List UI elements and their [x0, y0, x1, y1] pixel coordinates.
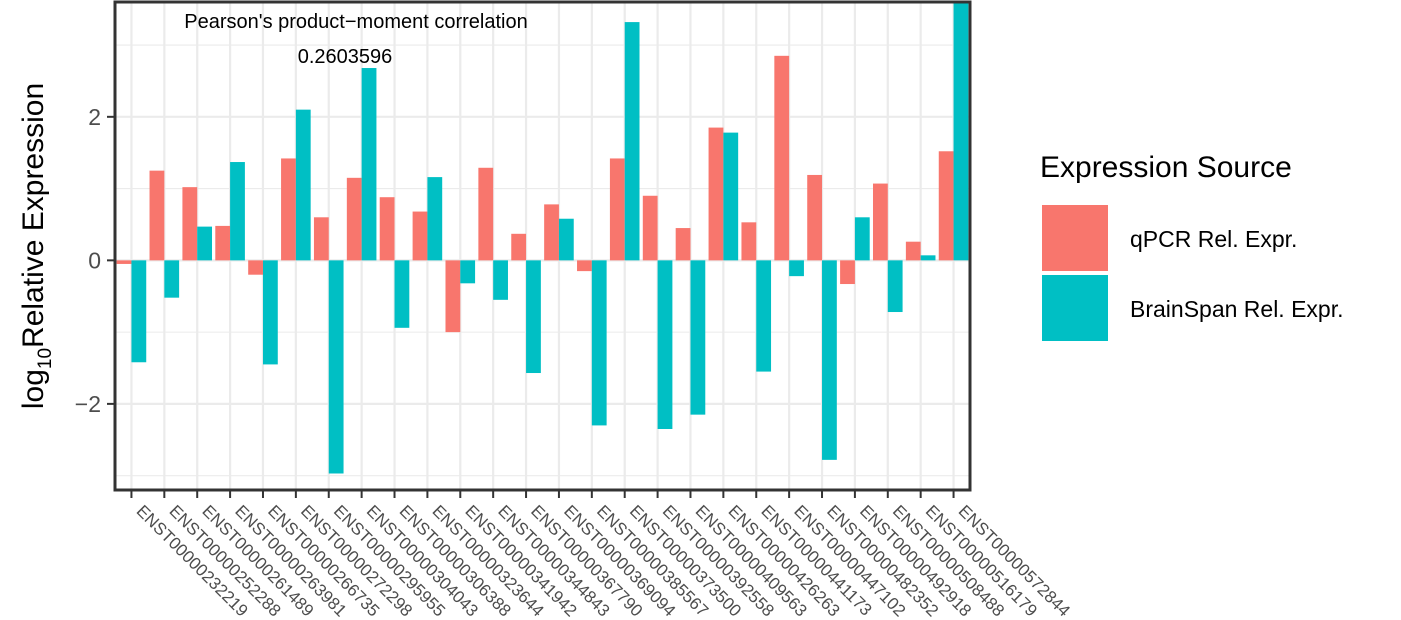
bar-qpcr-ENST00000516179: [905, 241, 921, 261]
bar-qpcr-ENST00000252288: [149, 170, 165, 261]
bar-brainspan-ENST00000492918: [854, 217, 870, 261]
legend-label-qpcr: qPCR Rel. Expr.: [1130, 226, 1297, 252]
bar-qpcr-ENST00000492918: [840, 260, 855, 285]
panel-border: [113, 0, 972, 492]
correlation-annotation-value: 0.2603596: [298, 46, 393, 68]
bars-layer: [116, 2, 969, 474]
bar-brainspan-ENST00000306388: [394, 260, 410, 328]
bar-brainspan-ENST00000508488: [887, 260, 903, 313]
bar-brainspan-ENST00000369094: [558, 218, 574, 261]
bar-brainspan-ENST00000572844: [953, 2, 969, 261]
bar-qpcr-ENST00000409563: [675, 228, 691, 261]
bar-brainspan-ENST00000441173: [756, 260, 772, 372]
bar-brainspan-ENST00000426263: [723, 132, 739, 261]
y-tick-label: 0: [88, 247, 101, 273]
bar-brainspan-ENST00000272298: [295, 109, 311, 261]
bar-qpcr-ENST00000341942: [445, 260, 461, 333]
bar-qpcr-ENST00000344843: [478, 167, 494, 261]
bar-brainspan-ENST00000385567: [591, 260, 607, 426]
bar-brainspan-ENST00000252288: [164, 260, 180, 298]
bar-brainspan-ENST00000295955: [328, 260, 344, 474]
bar-brainspan-ENST00000261489: [197, 226, 213, 261]
bar-qpcr-ENST00000441173: [741, 222, 757, 261]
bar-brainspan-ENST00000323644: [427, 177, 443, 261]
y-axis: −2 0 2: [75, 104, 115, 417]
bar-qpcr-ENST00000392558: [642, 195, 658, 261]
y-axis-label-main: Relative Expression: [17, 83, 50, 348]
bar-qpcr-ENST00000263981: [215, 225, 231, 261]
bar-qpcr-ENST00000373500: [609, 158, 625, 261]
bar-qpcr-ENST00000369094: [544, 204, 559, 261]
bar-qpcr-ENST00000367790: [511, 233, 527, 261]
bar-qpcr-ENST00000482352: [807, 174, 823, 261]
bar-qpcr-ENST00000266735: [248, 260, 263, 275]
y-axis-label-log: log: [17, 369, 50, 409]
legend-key-brainspan: [1042, 275, 1108, 341]
bar-qpcr-ENST00000572844: [938, 151, 954, 261]
bar-brainspan-ENST00000232219: [131, 260, 147, 363]
bar-brainspan-ENST00000409563: [690, 260, 706, 415]
bar-qpcr-ENST00000295955: [313, 217, 329, 261]
bar-qpcr-ENST00000426263: [708, 127, 724, 261]
bar-qpcr-ENST00000232219: [116, 260, 132, 264]
bar-qpcr-ENST00000304043: [346, 177, 362, 261]
bar-qpcr-ENST00000323644: [412, 211, 428, 261]
bar-brainspan-ENST00000341942: [460, 260, 476, 284]
bar-qpcr-ENST00000385567: [577, 260, 592, 272]
legend: Expression Source qPCR Rel. Expr. BrainS…: [1040, 151, 1344, 341]
x-axis: ENST00000232219ENST00000252288ENST000002…: [130, 490, 1074, 620]
bar-brainspan-ENST00000392558: [657, 260, 673, 429]
bar-brainspan-ENST00000373500: [624, 22, 640, 261]
bar-brainspan-ENST00000447102: [789, 260, 804, 277]
bar-qpcr-ENST00000261489: [182, 187, 198, 261]
bar-brainspan-ENST00000263981: [230, 162, 245, 261]
legend-title: Expression Source: [1040, 151, 1292, 184]
bar-qpcr-ENST00000508488: [872, 183, 888, 261]
y-tick-label: 2: [88, 104, 101, 130]
bar-qpcr-ENST00000306388: [379, 197, 395, 261]
bar-brainspan-ENST00000367790: [526, 260, 541, 374]
bar-brainspan-ENST00000482352: [822, 260, 837, 460]
bar-brainspan-ENST00000266735: [262, 260, 278, 365]
y-axis-label: log10Relative Expression: [17, 83, 56, 409]
bar-brainspan-ENST00000304043: [361, 68, 377, 261]
legend-label-brainspan: BrainSpan Rel. Expr.: [1130, 296, 1344, 322]
y-tick-label: −2: [75, 391, 101, 417]
bar-qpcr-ENST00000272298: [281, 158, 296, 261]
legend-key-qpcr: [1042, 205, 1108, 271]
correlation-annotation-title: Pearson's product−moment correlation: [184, 11, 527, 33]
y-axis-label-subscript: 10: [35, 348, 56, 369]
bar-qpcr-ENST00000447102: [774, 55, 790, 261]
bar-brainspan-ENST00000516179: [920, 255, 936, 261]
bar-brainspan-ENST00000344843: [493, 260, 508, 300]
